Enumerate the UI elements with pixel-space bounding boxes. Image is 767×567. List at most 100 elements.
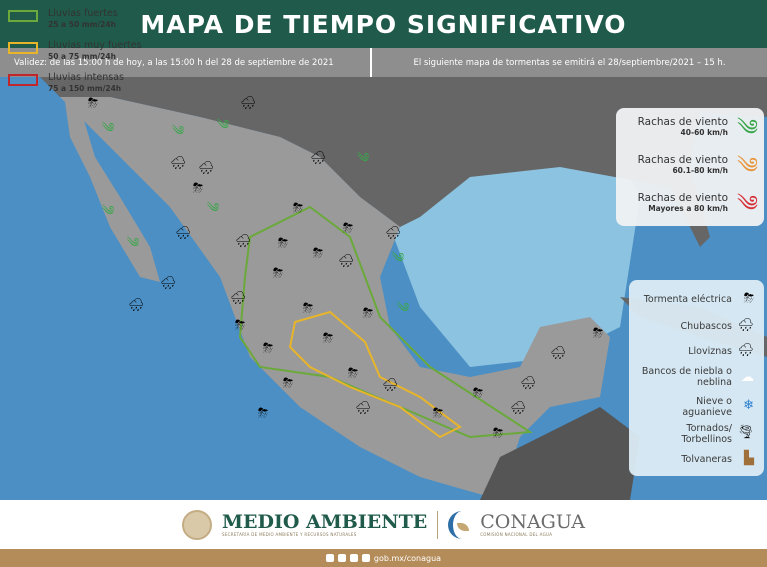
wind-range: 60.1-80 km/h [672, 166, 728, 175]
conagua-subtitle: COMISIÓN NACIONAL DEL AGUA [480, 532, 553, 537]
wind-icon: ༄ [206, 201, 220, 216]
storm-cloud-icon: ⛈ [292, 201, 304, 216]
rain-label: Lluvias muy fuertes [48, 40, 142, 51]
wind-icon: ༄ [396, 301, 410, 316]
semarnat-name: MEDIO AMBIENTE [221, 511, 428, 533]
shower-cloud-icon: 🌧 [520, 376, 537, 391]
shower-cloud-icon: 🌧 [310, 151, 327, 166]
storm-cloud-icon: ⛈ [592, 326, 604, 341]
wind-icon: ༄ [356, 151, 370, 166]
shower-cloud-icon: 🌧 [550, 346, 567, 361]
drizzle-cloud-icon: 🌧 [175, 226, 192, 241]
legend-label: Lloviznas [688, 346, 732, 357]
baja-california [65, 102, 160, 282]
legend-label: Nieve o aguanieve [682, 396, 732, 418]
shower-cloud-icon: 🌧 [737, 318, 754, 333]
next-map-text: El siguiente mapa de tormentas se emitir… [413, 57, 726, 68]
legend-label: Chubascos [680, 321, 732, 332]
conagua-logo: CONAGUA COMISIÓN NACIONAL DEL AGUA [480, 512, 585, 537]
storm-cloud-icon: ⛈ [322, 331, 334, 346]
wind-range: 40-60 km/h [680, 128, 728, 137]
rain-range: 50 a 75 mm/24h [48, 52, 116, 61]
wind-legend-row: Rachas de viento 40-60 km/h [638, 116, 728, 137]
rain-range: 75 a 150 mm/24h [48, 84, 122, 93]
storm-cloud-icon: ⛈ [262, 341, 274, 356]
storm-cloud-icon: ⛈ [347, 366, 359, 381]
wind-icon: ༄ [391, 251, 405, 266]
instagram-icon[interactable] [349, 554, 358, 562]
storm-cloud-icon: ⛈ [362, 306, 374, 321]
rain-area-very-strong [288, 310, 462, 439]
twitter-icon[interactable] [337, 554, 346, 562]
shower-cloud-icon: 🌧 [510, 401, 527, 416]
shower-cloud-icon: 🌧 [338, 254, 355, 269]
tornado-icon: 🌪 [737, 425, 754, 440]
rain-label: Lluvias fuertes [48, 8, 118, 19]
storm-cloud-icon: ⛈ [87, 96, 99, 111]
rain-label: Lluvias intensas [48, 72, 124, 83]
drizzle-cloud-icon: 🌧 [128, 298, 145, 313]
youtube-icon[interactable] [361, 554, 370, 562]
divider [370, 48, 372, 77]
drizzle-cloud-icon: 🌧 [198, 161, 215, 176]
fog-cloud-icon: ☁ [741, 370, 754, 385]
drizzle-cloud-icon: 🌧 [240, 96, 257, 111]
wind-range: Mayores a 80 km/h [648, 204, 728, 213]
snowflake-icon: ❄ [743, 398, 754, 413]
legend-label: Tolvaneras [681, 454, 732, 465]
shower-cloud-icon: 🌧 [355, 401, 372, 416]
rain-swatch [8, 42, 38, 54]
storm-cloud-icon: ⛈ [342, 221, 354, 236]
usa-land [0, 77, 767, 247]
validity-text: Validez: de las 15:00 h de hoy, a las 15… [14, 57, 334, 68]
wind-label: Rachas de viento [637, 116, 728, 128]
wind-icon: ༄ [736, 116, 758, 141]
wind-legend: Rachas de viento 40-60 km/h ༄ Rachas de v… [616, 108, 764, 226]
dust-icon: ▙ [744, 451, 754, 466]
wind-icon: ༄ [736, 192, 758, 217]
shower-cloud-icon: 🌧 [230, 291, 247, 306]
storm-cloud-icon: ⛈ [257, 406, 269, 421]
social-bar: gob.mx/conagua [0, 549, 767, 567]
storm-cloud-icon: ⛈ [743, 291, 754, 306]
conagua-logo-icon [448, 510, 470, 539]
mexico-seal-icon [181, 509, 212, 540]
storm-cloud-icon: ⛈ [432, 406, 444, 421]
website-link[interactable]: gob.mx/conagua [373, 553, 442, 563]
info-bar: Validez: de las 15:00 h de hoy, a las 15… [0, 48, 767, 77]
drizzle-cloud-icon: 🌧 [737, 343, 754, 358]
wind-icon: ༄ [101, 121, 115, 136]
wind-icon: ༄ [101, 204, 115, 219]
drizzle-cloud-icon: 🌧 [385, 226, 402, 241]
rain-area-strong [238, 205, 533, 439]
storm-cloud-icon: ⛈ [282, 376, 294, 391]
storm-cloud-icon: ⛈ [192, 181, 204, 196]
central-america [480, 407, 640, 500]
shower-cloud-icon: 🌧 [170, 156, 187, 171]
storm-cloud-icon: ⛈ [272, 266, 284, 281]
semarnat-logo: MEDIO AMBIENTE SECRETARÍA DE MEDIO AMBIE… [222, 512, 427, 537]
storm-cloud-icon: ⛈ [277, 236, 289, 251]
phenomena-legend: Tormenta eléctrica ⛈ Chubascos 🌧 Lloviznas… [629, 280, 764, 476]
legend-label: Tormenta eléctrica [643, 294, 732, 305]
storm-cloud-icon: ⛈ [234, 318, 246, 333]
wind-icon: ༄ [216, 118, 230, 133]
divider [437, 510, 439, 539]
facebook-icon[interactable] [325, 554, 334, 562]
rain-swatch [8, 74, 38, 86]
rain-swatch [8, 10, 38, 22]
mexico-land [60, 97, 610, 500]
wind-label: Rachas de viento [637, 192, 728, 204]
storm-cloud-icon: ⛈ [302, 301, 314, 316]
wind-legend-row: Rachas de viento Mayores a 80 km/h [638, 192, 728, 213]
conagua-name: CONAGUA [480, 511, 586, 533]
storm-cloud-icon: ⛈ [492, 426, 504, 441]
wind-icon: ༄ [171, 124, 185, 139]
legend-label: Tornados/ Torbellinos [681, 423, 732, 445]
wind-label: Rachas de viento [637, 154, 728, 166]
wind-icon: ༄ [126, 236, 140, 251]
shower-cloud-icon: 🌧 [235, 234, 252, 249]
page-title: MAPA DE TIEMPO SIGNIFICATIVO [0, 0, 767, 48]
storm-cloud-icon: ⛈ [472, 386, 484, 401]
wind-legend-row: Rachas de viento 60.1-80 km/h [638, 154, 728, 175]
